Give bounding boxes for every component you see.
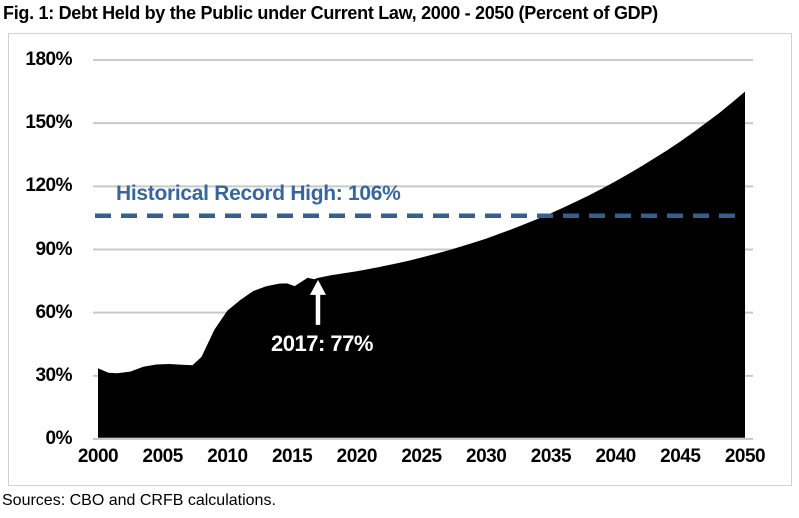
x-axis-label: 2000	[77, 446, 119, 467]
y-axis-label: 150%	[25, 112, 72, 134]
page-title: Fig. 1: Debt Held by the Public under Cu…	[3, 3, 658, 23]
x-axis-label: 2010	[207, 446, 248, 467]
x-axis-label: 2040	[595, 446, 636, 467]
y-axis-label: 0%	[45, 428, 73, 449]
y-axis-label: 30%	[35, 364, 72, 386]
x-axis-label: 2050	[724, 446, 766, 467]
x-axis-label: 2005	[142, 446, 184, 467]
debt-area-series	[98, 91, 745, 438]
annotation-arrow-icon	[309, 279, 326, 295]
x-axis-label: 2030	[466, 446, 507, 467]
x-axis-label: 2015	[271, 446, 313, 467]
x-axis-label: 2045	[660, 446, 701, 467]
x-axis-label: 2035	[530, 446, 572, 467]
record-high-label: Historical Record High: 106%	[116, 182, 401, 205]
y-axis-label: 90%	[35, 238, 72, 260]
x-axis-label: 2025	[401, 446, 442, 467]
source-note: Sources: CBO and CRFB calculations.	[2, 492, 276, 509]
y-axis-label: 60%	[35, 301, 72, 323]
y-axis-label: 120%	[25, 175, 72, 197]
x-axis-label: 2020	[336, 446, 378, 467]
y-axis-label: 180%	[25, 49, 72, 70]
annotation-2017-label: 2017: 77%	[271, 330, 373, 356]
